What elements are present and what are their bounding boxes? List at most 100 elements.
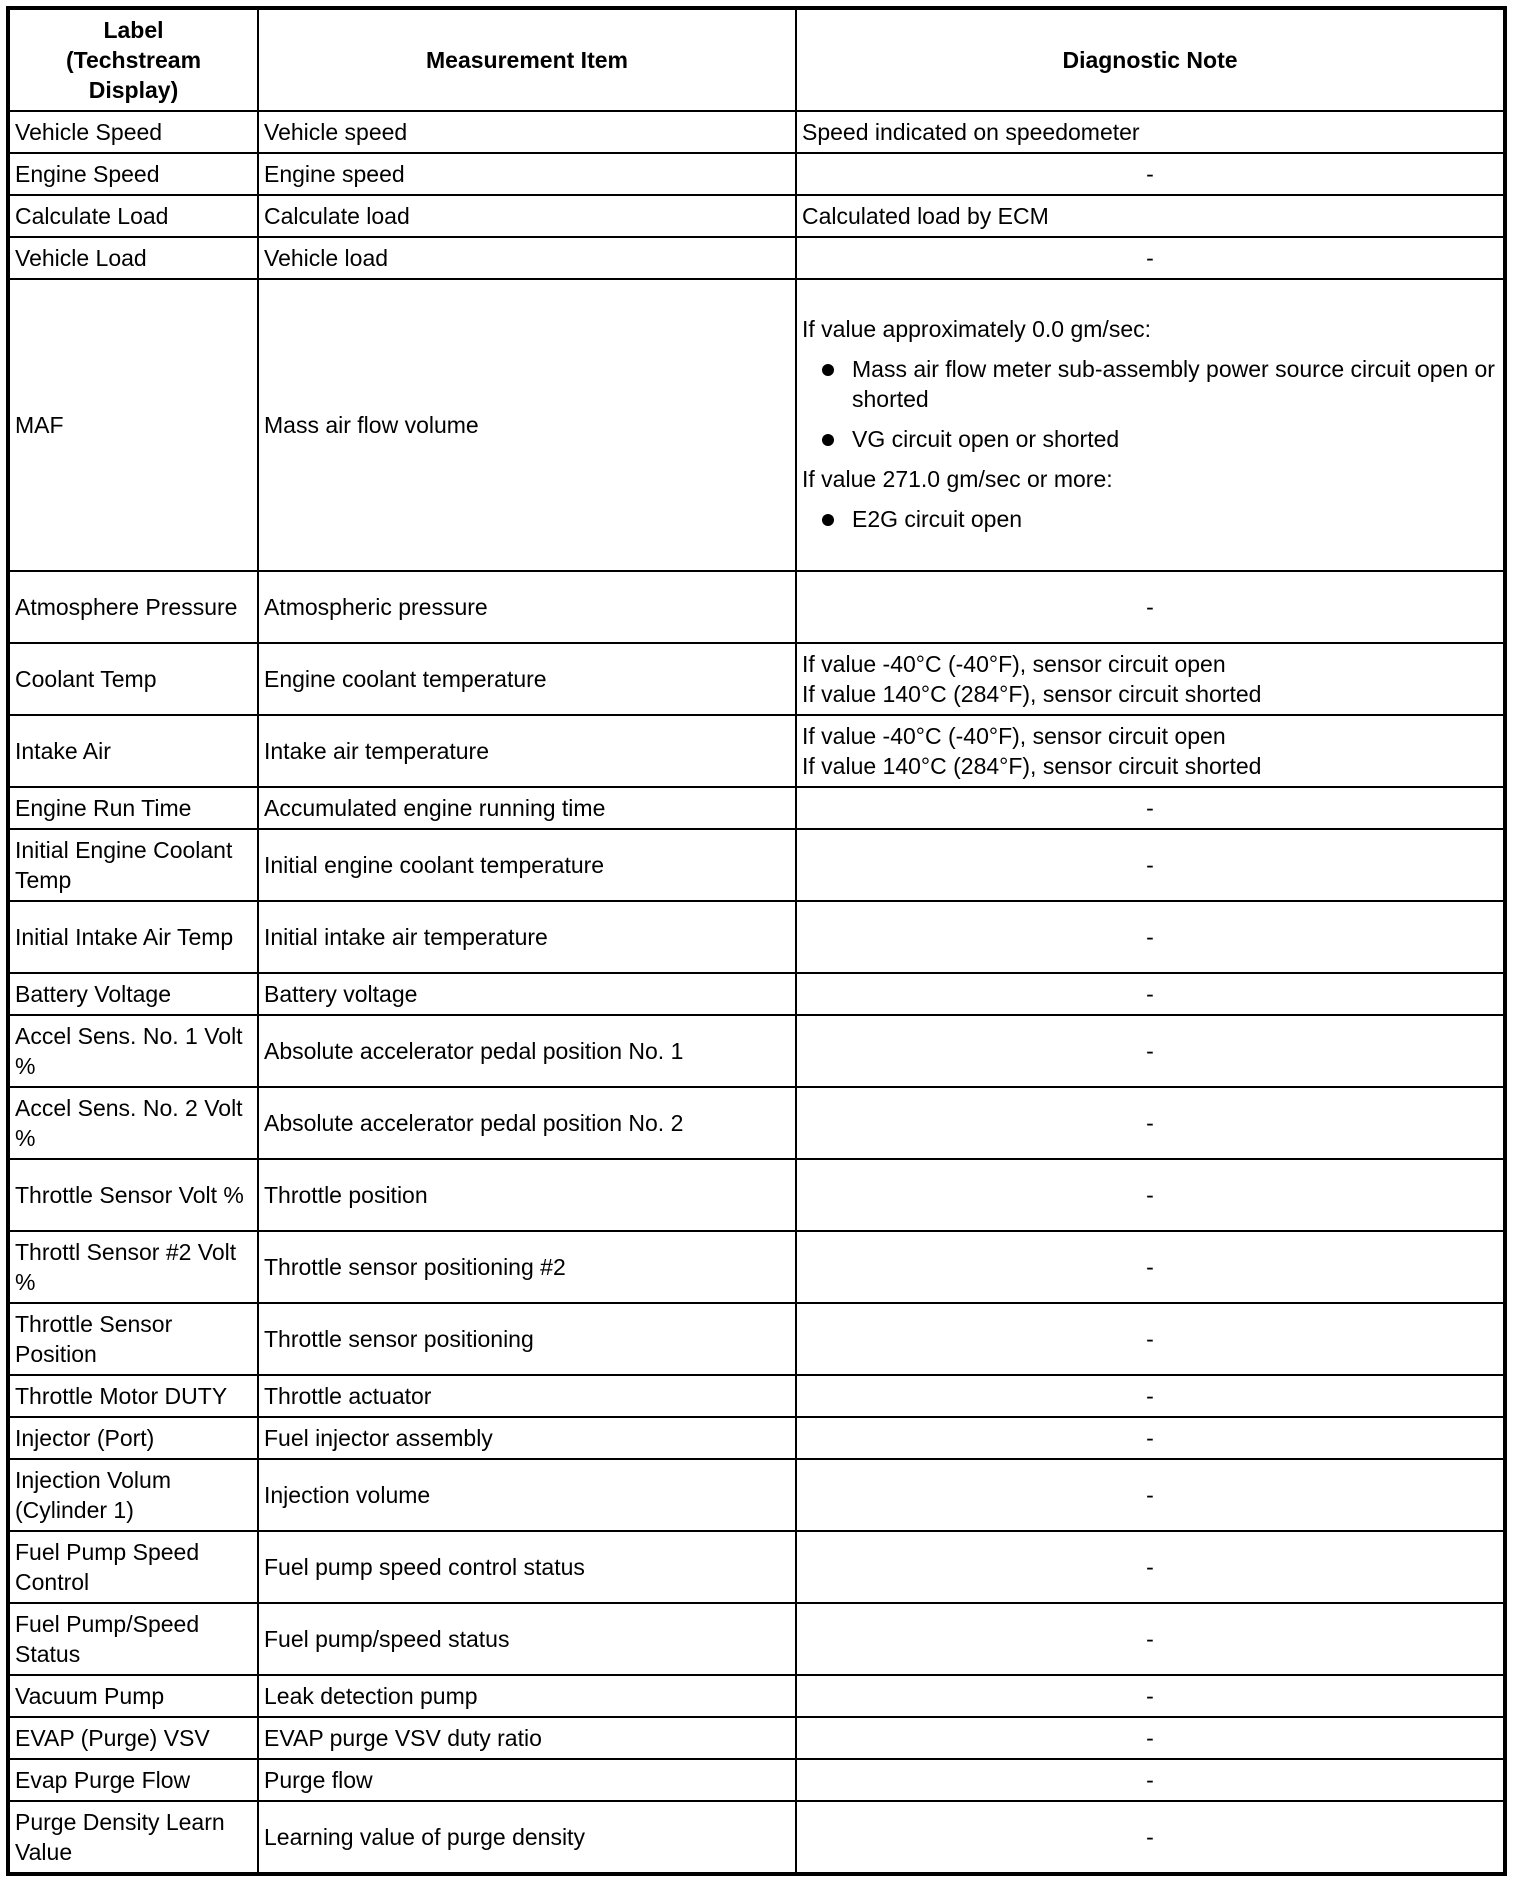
cell-note: - xyxy=(795,786,1506,830)
cell-note: - xyxy=(795,1158,1506,1232)
cell-note: - xyxy=(795,1302,1506,1376)
cell-note: If value -40°C (-40°F), sensor circuit o… xyxy=(795,714,1506,788)
cell-note: - xyxy=(795,1374,1506,1418)
cell-note: - xyxy=(795,1416,1506,1460)
cell-label: Vacuum Pump xyxy=(7,1674,259,1718)
cell-note: Calculated load by ECM xyxy=(795,194,1506,238)
cell-note: - xyxy=(795,1758,1506,1802)
maf-condition-2: If value 271.0 gm/sec or more: xyxy=(802,466,1113,492)
cell-label: EVAP (Purge) VSV xyxy=(7,1716,259,1760)
cell-item: Vehicle load xyxy=(257,236,797,280)
table-row: Vacuum Pump Leak detection pump - xyxy=(7,1674,1506,1718)
cell-item: EVAP purge VSV duty ratio xyxy=(257,1716,797,1760)
table-row: Coolant Temp Engine coolant temperature I… xyxy=(7,642,1506,716)
cell-note: - xyxy=(795,1674,1506,1718)
table-row: Engine Speed Engine speed - xyxy=(7,152,1506,196)
cell-label: MAF xyxy=(7,278,259,572)
header-note: Diagnostic Note xyxy=(795,7,1506,112)
cell-note: - xyxy=(795,1530,1506,1604)
table-row: Vehicle Speed Vehicle speed Speed indicat… xyxy=(7,110,1506,154)
table-row: Vehicle Load Vehicle load - xyxy=(7,236,1506,280)
table-row: Atmosphere Pressure Atmospheric pressure… xyxy=(7,570,1506,644)
cell-item: Leak detection pump xyxy=(257,1674,797,1718)
cell-label: Calculate Load xyxy=(7,194,259,238)
cell-note: - xyxy=(795,1716,1506,1760)
table-row: Throttle Motor DUTY Throttle actuator - xyxy=(7,1374,1506,1418)
cell-item: Vehicle speed xyxy=(257,110,797,154)
cell-note: - xyxy=(795,972,1506,1016)
cell-label: Initial Engine Coolant Temp xyxy=(7,828,259,902)
cell-label: Engine Run Time xyxy=(7,786,259,830)
table-row: EVAP (Purge) VSV EVAP purge VSV duty rat… xyxy=(7,1716,1506,1760)
cell-item: Absolute accelerator pedal position No. … xyxy=(257,1014,797,1088)
table-row: Engine Run Time Accumulated engine runni… xyxy=(7,786,1506,830)
table-row: Accel Sens. No. 1 Volt % Absolute accele… xyxy=(7,1014,1506,1088)
cell-note: If value -40°C (-40°F), sensor circuit o… xyxy=(795,642,1506,716)
cell-label: Accel Sens. No. 2 Volt % xyxy=(7,1086,259,1160)
cell-note: - xyxy=(795,1014,1506,1088)
cell-label: Battery Voltage xyxy=(7,972,259,1016)
cell-item: Initial intake air temperature xyxy=(257,900,797,974)
cell-item: Throttle sensor positioning xyxy=(257,1302,797,1376)
table-row: Intake Air Intake air temperature If valu… xyxy=(7,714,1506,788)
cell-item: Battery voltage xyxy=(257,972,797,1016)
cell-label: Injection Volum (Cylinder 1) xyxy=(7,1458,259,1532)
bullet-icon xyxy=(822,434,834,446)
table-row: Throttle Sensor Volt % Throttle position… xyxy=(7,1158,1506,1232)
table-row: Throttl Sensor #2 Volt % Throttle sensor… xyxy=(7,1230,1506,1304)
cell-note: - xyxy=(795,828,1506,902)
table-row: Injection Volum (Cylinder 1) Injection v… xyxy=(7,1458,1506,1532)
cell-label: Injector (Port) xyxy=(7,1416,259,1460)
table-row: Initial Engine Coolant Temp Initial engi… xyxy=(7,828,1506,902)
cell-note: - xyxy=(795,1230,1506,1304)
bullet-icon xyxy=(822,514,834,526)
cell-item: Fuel pump/speed status xyxy=(257,1602,797,1676)
cell-label: Throttl Sensor #2 Volt % xyxy=(7,1230,259,1304)
cell-label: Engine Speed xyxy=(7,152,259,196)
cell-item: Throttle position xyxy=(257,1158,797,1232)
cell-note: - xyxy=(795,1800,1506,1875)
cell-label: Purge Density Learn Value xyxy=(7,1800,259,1875)
cell-label: Initial Intake Air Temp xyxy=(7,900,259,974)
cell-item: Accumulated engine running time xyxy=(257,786,797,830)
cell-label: Coolant Temp xyxy=(7,642,259,716)
cell-note: - xyxy=(795,152,1506,196)
cell-item: Engine coolant temperature xyxy=(257,642,797,716)
cell-label: Vehicle Speed xyxy=(7,110,259,154)
cell-label: Throttle Sensor Position xyxy=(7,1302,259,1376)
table-row: Fuel Pump Speed Control Fuel pump speed … xyxy=(7,1530,1506,1604)
cell-item: Fuel injector assembly xyxy=(257,1416,797,1460)
cell-label: Intake Air xyxy=(7,714,259,788)
maf-bullet: Mass air flow meter sub-assembly power s… xyxy=(802,354,1498,414)
table-row: Fuel Pump/Speed Status Fuel pump/speed s… xyxy=(7,1602,1506,1676)
table-row: MAF Mass air flow volume If value approx… xyxy=(7,278,1506,572)
header-label: Label (Techstream Display) xyxy=(7,7,259,112)
cell-item: Fuel pump speed control status xyxy=(257,1530,797,1604)
data-list-table: Label (Techstream Display) Measurement I… xyxy=(6,6,1507,1876)
cell-label: Atmosphere Pressure xyxy=(7,570,259,644)
cell-item: Absolute accelerator pedal position No. … xyxy=(257,1086,797,1160)
cell-note: - xyxy=(795,570,1506,644)
cell-item: Atmospheric pressure xyxy=(257,570,797,644)
cell-item: Throttle sensor positioning #2 xyxy=(257,1230,797,1304)
bullet-icon xyxy=(822,364,834,376)
cell-item: Throttle actuator xyxy=(257,1374,797,1418)
maf-bullet: E2G circuit open xyxy=(802,504,1498,534)
cell-note: Speed indicated on speedometer xyxy=(795,110,1506,154)
cell-item: Calculate load xyxy=(257,194,797,238)
cell-note: If value approximately 0.0 gm/sec: Mass … xyxy=(795,278,1506,572)
table-row: Throttle Sensor Position Throttle sensor… xyxy=(7,1302,1506,1376)
table-row: Initial Intake Air Temp Initial intake a… xyxy=(7,900,1506,974)
cell-item: Intake air temperature xyxy=(257,714,797,788)
cell-item: Injection volume xyxy=(257,1458,797,1532)
cell-note: - xyxy=(795,1602,1506,1676)
cell-note: - xyxy=(795,1458,1506,1532)
cell-note: - xyxy=(795,1086,1506,1160)
cell-item: Purge flow xyxy=(257,1758,797,1802)
maf-bullet: VG circuit open or shorted xyxy=(802,424,1498,454)
cell-label: Accel Sens. No. 1 Volt % xyxy=(7,1014,259,1088)
cell-label: Fuel Pump/Speed Status xyxy=(7,1602,259,1676)
cell-label: Evap Purge Flow xyxy=(7,1758,259,1802)
cell-label: Fuel Pump Speed Control xyxy=(7,1530,259,1604)
cell-note: - xyxy=(795,900,1506,974)
